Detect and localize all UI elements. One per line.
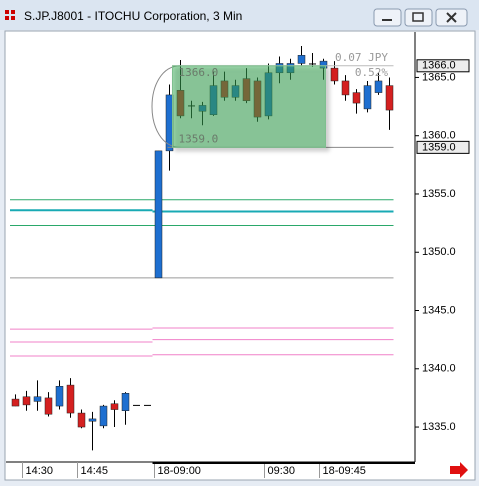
y-tick-label: 1340.0 bbox=[422, 363, 456, 375]
x-tick-label: 14:30 bbox=[26, 465, 54, 477]
measure-change: 0.07 JPY bbox=[335, 51, 388, 64]
candle-body bbox=[77, 412, 86, 428]
candle-body bbox=[110, 403, 119, 410]
price-marker bbox=[416, 59, 470, 73]
candle-body bbox=[341, 80, 350, 96]
candle-body bbox=[144, 404, 151, 406]
candle-body bbox=[121, 392, 130, 411]
candle-body bbox=[44, 397, 53, 415]
y-tick-label: 1365.0 bbox=[422, 71, 456, 83]
candle-body bbox=[309, 63, 316, 65]
candle-body bbox=[352, 92, 361, 104]
x-tick-label: 18-09:00 bbox=[158, 465, 201, 477]
y-tick-label: 1350.0 bbox=[422, 246, 456, 258]
candle-body bbox=[133, 404, 140, 406]
app-icon bbox=[5, 10, 15, 20]
y-tick-label: 1355.0 bbox=[422, 188, 456, 200]
price-marker-label: 1359.0 bbox=[422, 141, 456, 153]
window-title: S.JP.J8001 - ITOCHU Corporation, 3 Min bbox=[24, 9, 242, 23]
candle-body bbox=[99, 405, 108, 427]
minimize-button[interactable] bbox=[373, 8, 402, 27]
candle-body bbox=[385, 85, 394, 111]
measure-low-label: 1359.0 bbox=[179, 132, 219, 145]
candle-body bbox=[374, 80, 383, 93]
y-tick-label: 1335.0 bbox=[422, 421, 456, 433]
price-marker-label: 1366.0 bbox=[422, 60, 456, 72]
plot: 1335.0 1340.0 1345.0 1350.0 1355.0 1360.0 1365… bbox=[10, 45, 470, 478]
y-tick-label: 1345.0 bbox=[422, 304, 456, 316]
measure-change-pct: 0.52% bbox=[355, 66, 388, 79]
candle-body bbox=[33, 396, 42, 402]
x-tick-label: 18-09:45 bbox=[323, 465, 366, 477]
x-tick-label: 14:45 bbox=[81, 465, 109, 477]
candle-body bbox=[330, 67, 339, 82]
candle-body bbox=[66, 384, 75, 414]
candle-body bbox=[55, 386, 64, 407]
maximize-button[interactable] bbox=[404, 8, 433, 27]
y-tick-label: 1360.0 bbox=[422, 130, 456, 142]
candle-body bbox=[88, 418, 97, 422]
scroll-arrow[interactable] bbox=[450, 462, 468, 478]
measure-arc bbox=[151, 65, 181, 148]
measure-box bbox=[172, 65, 326, 148]
candle-body bbox=[22, 396, 31, 406]
x-tick-label: 09:30 bbox=[268, 465, 296, 477]
candle-body bbox=[297, 55, 306, 64]
price-marker bbox=[416, 140, 470, 154]
measure-high-label: 1366.0 bbox=[179, 66, 219, 79]
candle-body bbox=[363, 85, 372, 110]
candle-body bbox=[154, 150, 163, 279]
close-button[interactable] bbox=[435, 8, 468, 27]
candle-body bbox=[11, 398, 20, 407]
candle-body bbox=[165, 94, 174, 152]
